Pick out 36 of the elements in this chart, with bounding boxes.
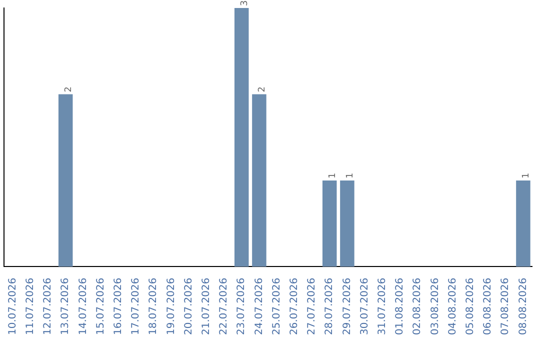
- data-label: 3: [240, 0, 250, 6]
- x-tick-label: 30.07.2026: [359, 278, 370, 336]
- x-tick-label: 12.07.2026: [42, 278, 54, 336]
- data-label: 2: [64, 86, 74, 92]
- x-tick-label: 25.07.2026: [271, 278, 282, 336]
- data-label: 1: [328, 172, 338, 178]
- x-tick-label: 23.07.2026: [236, 278, 248, 336]
- x-tick-label: 04.08.2026: [447, 278, 458, 336]
- x-tick-label: 22.07.2026: [218, 278, 230, 336]
- x-tick-label: 31.07.2026: [376, 278, 388, 336]
- x-tick-label: 03.08.2026: [430, 278, 441, 336]
- data-label: 1: [522, 172, 532, 178]
- x-tick-label: 19.07.2026: [166, 278, 177, 336]
- x-tick-label: 29.07.2026: [342, 278, 353, 336]
- x-tick-label: 24.07.2026: [254, 278, 265, 336]
- x-tick-label: 26.07.2026: [288, 278, 300, 336]
- x-tick-label: 17.07.2026: [130, 278, 142, 336]
- x-tick-label: 08.08.2026: [518, 278, 529, 336]
- x-tick-label: 14.07.2026: [78, 278, 89, 336]
- x-tick-label: 05.08.2026: [464, 278, 476, 336]
- x-tick-label: 07.08.2026: [500, 278, 512, 336]
- x-tick-label: 21.07.2026: [200, 278, 212, 336]
- x-tick-label: 01.08.2026: [394, 278, 406, 336]
- x-tick-label: 13.07.2026: [60, 278, 72, 336]
- x-tick-label: 27.07.2026: [306, 278, 318, 336]
- x-tick-label: 20.07.2026: [183, 278, 194, 336]
- x-tick-label: 28.07.2026: [324, 278, 336, 336]
- data-label: 1: [346, 172, 356, 178]
- x-tick-label: 11.07.2026: [24, 278, 36, 336]
- x-tick-label: 15.07.2026: [95, 278, 106, 336]
- data-label: 2: [258, 86, 268, 92]
- x-tick-label: 02.08.2026: [412, 278, 424, 336]
- x-tick-label: 06.08.2026: [482, 278, 494, 336]
- x-tick-label: 18.07.2026: [148, 278, 160, 336]
- x-tick-label: 10.07.2026: [7, 278, 18, 336]
- x-tick-label: 16.07.2026: [112, 278, 124, 336]
